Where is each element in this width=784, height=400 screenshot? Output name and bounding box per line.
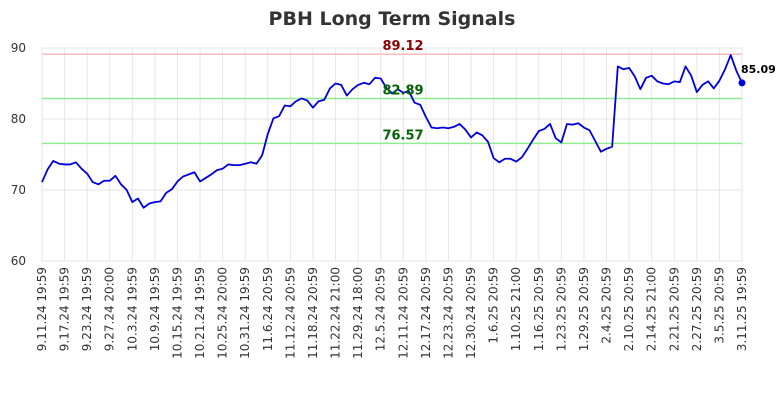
x-tick-label: 11.22.24 21:00 [329,267,343,359]
last-point-marker [738,79,746,87]
chart-title: PBH Long Term Signals [268,8,516,30]
x-tick-label: 2.10.25 20:59 [622,267,636,351]
level-label: 89.12 [382,39,423,54]
level-label: 76.57 [382,128,423,143]
x-tick-label: 9.17.24 19:59 [58,267,72,351]
x-tick-label: 11.12.24 20:59 [283,267,297,359]
y-tick-label: 90 [11,41,26,55]
x-tick-label: 1.10.25 21:00 [509,267,523,351]
x-tick-label: 10.21.24 19:59 [193,267,207,359]
x-tick-label: 12.23.24 20:59 [441,267,455,359]
x-tick-label: 12.17.24 20:59 [419,267,433,359]
x-tick-label: 2.27.25 20:59 [690,267,704,351]
x-tick-label: 9.27.24 20:00 [103,267,117,351]
x-tick-label: 10.3.24 19:59 [125,267,139,351]
x-tick-label: 12.30.24 20:59 [464,267,478,359]
x-tick-label: 1.23.25 20:59 [554,267,568,351]
x-tick-label: 1.6.25 20:59 [487,267,501,344]
x-tick-label: 1.29.25 20:59 [577,267,591,351]
x-tick-label: 3.5.25 20:59 [712,267,726,344]
y-tick-label: 60 [11,254,26,268]
x-tick-label: 9.11.24 19:59 [35,267,49,351]
level-label: 82.89 [382,83,423,98]
x-tick-label: 10.25.24 20:00 [216,267,230,359]
x-tick-label: 9.23.24 19:59 [80,267,94,351]
x-tick-label: 12.11.24 20:59 [396,267,410,359]
labels: 89.12 82.89 76.57 85.09 [382,39,775,143]
axes: 60 70 80 90 9.11.24 19:59 9.17.24 19:59 9.23.2… [11,41,749,359]
grid [41,47,743,262]
last-value-label: 85.09 [741,63,776,76]
x-tick-label: 3.11.25 19:59 [735,267,749,351]
x-tick-label: 10.31.24 19:59 [238,267,252,359]
x-tick-label: 11.6.24 20:59 [261,267,275,351]
x-tick-label: 1.16.25 20:59 [532,267,546,351]
x-tick-label: 10.9.24 19:59 [148,267,162,351]
x-tick-label: 2.21.25 20:59 [667,267,681,351]
y-tick-label: 70 [11,183,26,197]
x-tick-label: 11.29.24 18:00 [351,267,365,359]
x-tick-label: 11.18.24 20:59 [306,267,320,359]
x-tick-label: 2.14.25 21:00 [645,267,659,351]
x-tick-label: 12.5.24 20:59 [374,267,388,351]
signal-levels [42,53,742,145]
x-tick-label: 2.4.25 20:59 [600,267,614,344]
x-tick-label: 10.15.24 19:59 [170,267,184,359]
y-tick-label: 80 [11,112,26,126]
series-layer [41,54,746,209]
series-line [41,54,743,209]
